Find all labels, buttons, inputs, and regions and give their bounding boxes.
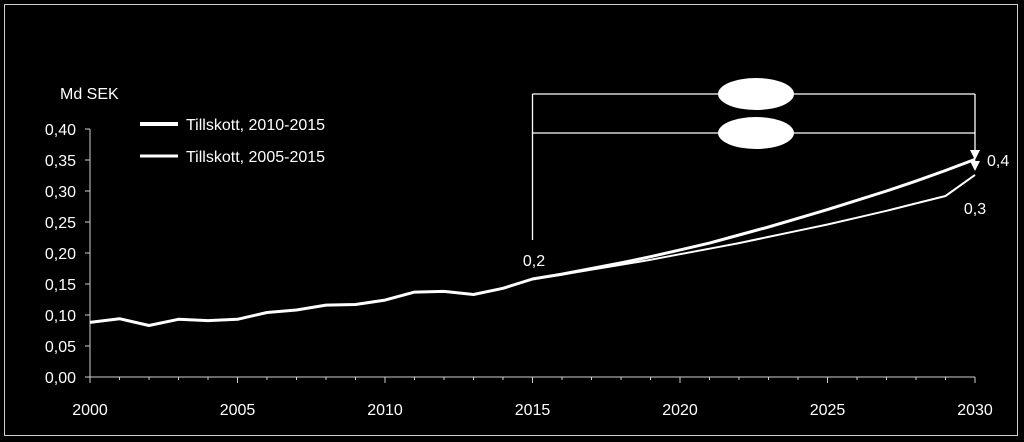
x-tick-label: 2015: [515, 402, 551, 419]
y-tick-label: 0,40: [45, 122, 76, 139]
x-tick-label: 2010: [367, 402, 403, 419]
arrow-head-1: [970, 150, 980, 160]
y-tick-label: 0,15: [45, 277, 76, 294]
series-line-2: [89, 174, 976, 327]
y-tick-label: 0,35: [45, 153, 76, 170]
arrow-head-2: [970, 161, 980, 171]
y-tick-label: 0,20: [45, 246, 76, 263]
y-tick-label: 0,10: [45, 308, 76, 325]
y-tick-label: 0,05: [45, 339, 76, 356]
legend-label: Tillskott, 2005-2015: [186, 149, 325, 166]
legend-label: Tillskott, 2010-2015: [186, 117, 325, 134]
x-tick-label: 2000: [72, 402, 108, 419]
y-tick-label: 0,25: [45, 215, 76, 232]
y-tick-label: 0,00: [45, 370, 76, 387]
value-annotation: 0,4: [987, 153, 1009, 170]
y-tick-label: 0,30: [45, 184, 76, 201]
y-axis-title: Md SEK: [60, 86, 119, 103]
value-annotation: 0,3: [964, 201, 986, 218]
bracket-oval-top: [718, 78, 794, 110]
chart-frame: [4, 4, 1018, 436]
x-tick-label: 2005: [220, 402, 256, 419]
bracket-oval-bottom: [718, 117, 794, 149]
x-tick-label: 2025: [810, 402, 846, 419]
x-tick-label: 2030: [957, 402, 993, 419]
value-annotation: 0,2: [523, 253, 545, 270]
x-tick-label: 2020: [662, 402, 698, 419]
